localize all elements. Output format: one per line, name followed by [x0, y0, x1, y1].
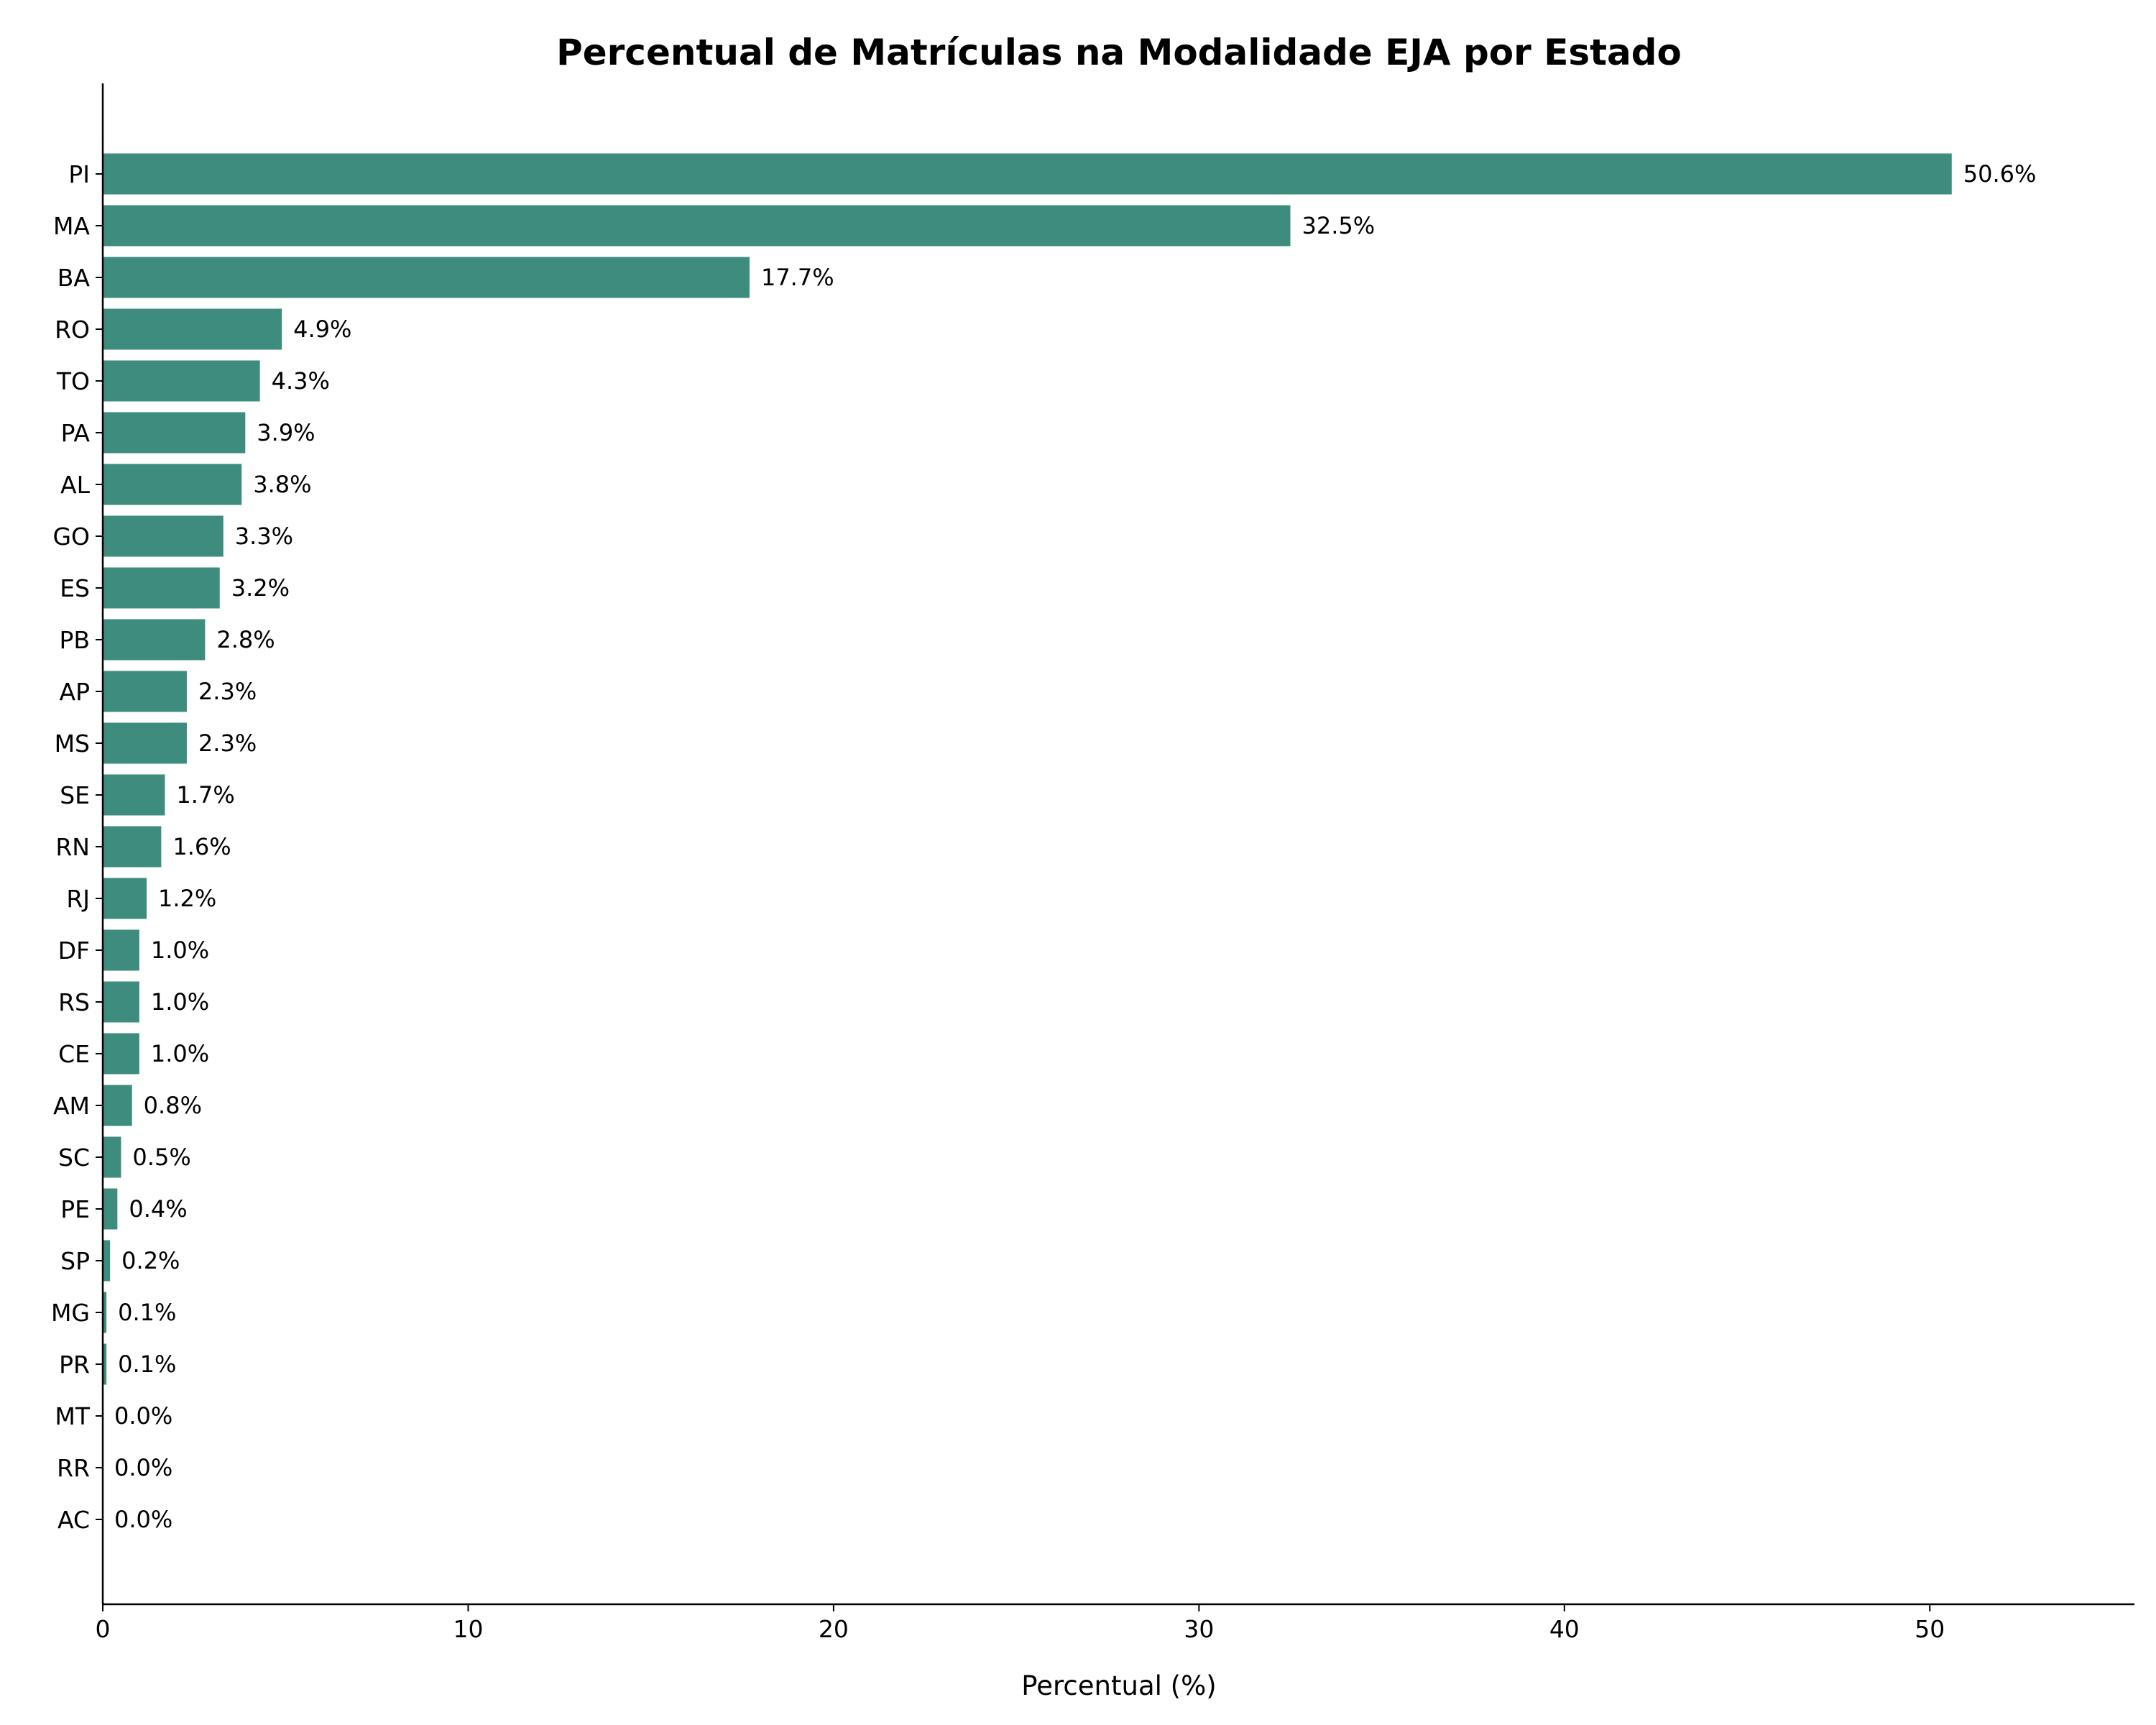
- x-tick-label: 50: [1915, 1615, 1945, 1643]
- bar-ro: [103, 308, 282, 350]
- y-tick-label: SC: [58, 1144, 90, 1172]
- y-tick-label: ES: [60, 574, 90, 602]
- data-label: 1.0%: [151, 1040, 209, 1067]
- data-label: 3.3%: [235, 523, 293, 550]
- y-tick-label: BA: [57, 264, 91, 292]
- y-tick-label: RS: [58, 988, 90, 1016]
- y-tick-label: RJ: [66, 885, 90, 913]
- bar-ma: [103, 205, 1291, 247]
- bar-go: [103, 515, 224, 557]
- data-label: 3.2%: [231, 574, 290, 602]
- x-tick-label: 10: [453, 1615, 483, 1643]
- bar-am: [103, 1085, 132, 1126]
- data-label: 0.8%: [144, 1092, 202, 1119]
- x-tick-label: 30: [1184, 1615, 1214, 1643]
- y-tick-label: AC: [57, 1506, 90, 1534]
- bar-to: [103, 360, 260, 402]
- bar-mg: [103, 1292, 107, 1333]
- y-tick-label: AL: [60, 471, 91, 499]
- data-label: 0.1%: [118, 1299, 176, 1326]
- y-tick-label: DF: [58, 937, 90, 965]
- data-label: 0.0%: [114, 1506, 172, 1533]
- data-label: 0.4%: [129, 1195, 187, 1223]
- bar-rs: [103, 981, 139, 1023]
- data-label: 0.0%: [114, 1402, 172, 1430]
- bar-sc: [103, 1136, 121, 1178]
- x-axis-label: Percentual (%): [1021, 1670, 1216, 1701]
- data-label: 3.9%: [257, 419, 315, 446]
- data-label: 1.0%: [151, 988, 209, 1016]
- y-tick-label: RR: [57, 1454, 90, 1482]
- data-label: 2.8%: [216, 626, 275, 653]
- x-tick-label: 0: [96, 1615, 111, 1643]
- y-tick-label: MT: [55, 1402, 90, 1430]
- y-tick-label: MG: [51, 1299, 90, 1327]
- data-label: 3.8%: [253, 471, 311, 498]
- y-tick-label: SP: [60, 1247, 90, 1275]
- data-label: 0.0%: [114, 1454, 172, 1481]
- x-tick-label: 40: [1549, 1615, 1580, 1643]
- bar-ms: [103, 722, 187, 764]
- data-label: 1.6%: [172, 833, 231, 860]
- bar-es: [103, 567, 220, 609]
- bar-sp: [103, 1240, 111, 1282]
- data-label: 1.7%: [176, 781, 234, 809]
- y-tick-label: MA: [53, 212, 90, 240]
- y-tick-label: TO: [56, 367, 90, 395]
- bar-se: [103, 774, 165, 816]
- x-tick-label: 20: [819, 1615, 849, 1643]
- bar-al: [103, 464, 242, 505]
- bar-ap: [103, 671, 187, 712]
- y-tick-label: MS: [55, 730, 90, 758]
- data-label: 32.5%: [1302, 212, 1375, 239]
- data-label: 2.3%: [198, 730, 257, 757]
- bar-rj: [103, 878, 147, 919]
- chart-title: Percentual de Matrículas na Modalidade E…: [556, 32, 1682, 73]
- y-tick-label: GO: [52, 523, 90, 551]
- bar-df: [103, 929, 139, 971]
- y-tick-label: PB: [59, 626, 90, 654]
- y-tick-label: PA: [61, 419, 91, 447]
- bar-pr: [103, 1343, 107, 1385]
- data-label: 4.9%: [293, 316, 351, 343]
- plot-area: PI 50.6% MA 32.5% BA 17.7% RO 4.9% TO 4.3% PA 3.9% A…: [51, 83, 2134, 1643]
- y-tick-label: PR: [59, 1351, 90, 1379]
- bar-ba: [103, 257, 750, 298]
- bar-rn: [103, 826, 162, 868]
- data-label: 2.3%: [198, 678, 257, 705]
- data-label: 1.0%: [151, 937, 209, 964]
- bar-ce: [103, 1033, 139, 1075]
- data-label: 50.6%: [1963, 160, 2037, 188]
- y-tick-label: PI: [68, 160, 90, 188]
- data-label: 0.1%: [118, 1351, 176, 1378]
- y-tick-label: AM: [53, 1092, 90, 1120]
- y-tick-label: AP: [60, 678, 90, 706]
- y-tick-label: PE: [60, 1195, 90, 1223]
- data-label: 17.7%: [761, 264, 834, 291]
- bar-pe: [103, 1188, 118, 1230]
- bar-pa: [103, 412, 246, 454]
- data-label: 1.2%: [158, 885, 216, 912]
- y-tick-label: CE: [58, 1040, 90, 1068]
- data-label: 0.5%: [132, 1144, 190, 1171]
- data-label: 0.2%: [121, 1247, 180, 1274]
- y-tick-label: RN: [55, 833, 90, 861]
- bar-pi: [103, 153, 1952, 195]
- y-tick-label: RO: [55, 316, 90, 344]
- bar-pb: [103, 619, 206, 661]
- y-tick-label: SE: [60, 781, 90, 809]
- data-label: 4.3%: [272, 367, 330, 395]
